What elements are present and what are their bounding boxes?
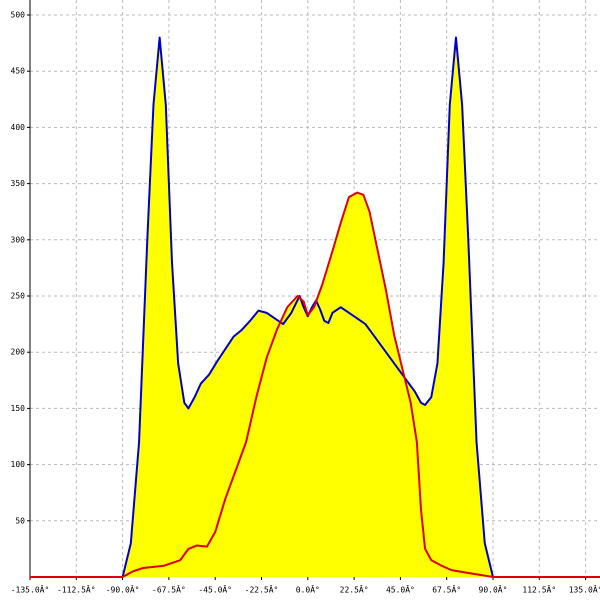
series-line: [121, 36, 494, 578]
x-tick-label: -22.5Â°: [245, 584, 279, 595]
x-tick-label: 112.5Â°: [522, 584, 556, 595]
x-tick-label: 0.0Â°: [296, 584, 320, 595]
x-tick-label: -45.0Â°: [198, 584, 232, 595]
x-tick-label: 90.0Â°: [479, 584, 508, 595]
y-tick-label: 300: [11, 235, 26, 244]
area-fill: [30, 192, 600, 578]
x-tick-label: -90.0Â°: [106, 584, 140, 595]
y-tick-label: 450: [11, 67, 26, 76]
y-tick-label: 200: [11, 348, 26, 357]
y-tick-label: 150: [11, 404, 26, 413]
x-tick-label: 67.5Â°: [432, 584, 461, 595]
y-tick-label: 50: [15, 516, 25, 525]
y-tick-label: 100: [11, 460, 26, 469]
x-tick-label: -112.5Â°: [57, 584, 96, 595]
x-tick-label: 22.5Â°: [340, 584, 369, 595]
y-tick-label: 350: [11, 179, 26, 188]
x-tick-label: 135.0Â°: [569, 584, 600, 595]
y-tick-label: 400: [11, 123, 26, 132]
series-line: [30, 191, 600, 578]
y-tick-label: 500: [11, 11, 26, 20]
x-tick-label: -67.5Â°: [152, 584, 186, 595]
x-tick-label: -135.0Â°: [11, 584, 50, 595]
x-tick-label: 45.0Â°: [386, 584, 415, 595]
y-tick-label: 250: [11, 292, 26, 301]
